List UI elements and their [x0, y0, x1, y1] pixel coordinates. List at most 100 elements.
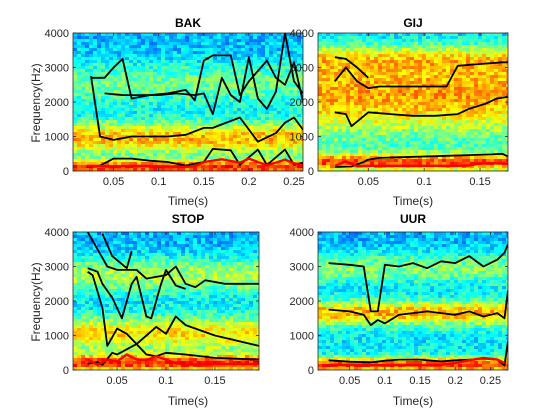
spectrogram-cell [285, 141, 290, 145]
spectrogram-cell [229, 153, 234, 157]
spectrogram-cell [201, 54, 206, 58]
spectrogram-cell [133, 168, 138, 171]
spectrogram-cell [97, 39, 102, 43]
spectrogram-cell [410, 147, 415, 151]
spectrogram-cell [149, 90, 154, 94]
spectrogram-cell [293, 90, 298, 94]
spectrogram-cell [229, 36, 234, 40]
spectrogram-cell [233, 42, 238, 46]
spectrogram-cell [454, 81, 459, 85]
spectrogram-cell [173, 138, 178, 142]
spectrogram-cell [498, 138, 503, 142]
spectrogram-cell [470, 81, 475, 85]
spectrogram-cell [117, 111, 122, 115]
spectrogram-cell [117, 45, 122, 49]
spectrogram-cell [205, 150, 210, 154]
spectrogram-cell [109, 57, 114, 61]
spectrogram-cell [73, 39, 78, 43]
spectrogram-cell [81, 66, 86, 70]
spectrogram-cell [458, 123, 463, 127]
spectrogram-cell [121, 75, 126, 79]
spectrogram-cell [269, 51, 274, 55]
spectrogram-cell [257, 36, 262, 40]
spectrogram-cell [253, 129, 258, 133]
spectrogram-cell [438, 135, 443, 139]
spectrogram-cell [245, 108, 250, 112]
spectrogram-cell [113, 66, 118, 70]
spectrogram-cell [318, 75, 323, 79]
spectrogram-cell [474, 117, 479, 121]
spectrogram-cell [93, 141, 98, 145]
spectrogram-cell [205, 45, 210, 49]
spectrogram-cell [418, 54, 423, 58]
spectrogram-cell [342, 78, 347, 82]
spectrogram-cell [253, 63, 258, 67]
spectrogram-cell [442, 132, 447, 136]
spectrogram-cell [289, 138, 294, 142]
spectrogram-cell [133, 84, 138, 88]
spectrogram-cell [113, 48, 118, 52]
spectrogram-cell [502, 165, 507, 169]
spectrogram-cell [137, 111, 142, 115]
spectrogram-cell [241, 36, 246, 40]
spectrogram-cell [398, 45, 403, 49]
spectrogram-cell [205, 96, 210, 100]
spectrogram-cell [277, 90, 282, 94]
spectrogram-cell [502, 99, 507, 103]
spectrogram-cell [330, 108, 335, 112]
spectrogram-cell [129, 57, 134, 61]
spectrogram-cell [85, 33, 90, 37]
spectrogram-cell [362, 57, 367, 61]
spectrogram-cell [97, 123, 102, 127]
spectrogram-cell [478, 114, 483, 118]
spectrogram-cell [434, 141, 439, 145]
spectrogram-cell [386, 120, 391, 124]
spectrogram-cell [125, 126, 130, 130]
spectrogram-cell [474, 129, 479, 133]
spectrogram-cell [498, 114, 503, 118]
spectrogram-cell [281, 162, 286, 166]
spectrogram-cell [326, 117, 331, 121]
spectrogram-cell [502, 81, 507, 85]
spectrogram-cell [165, 72, 170, 76]
spectrogram-cell [189, 135, 194, 139]
spectrogram-cell [402, 90, 407, 94]
spectrogram-cell [370, 114, 375, 118]
spectrogram-cell [322, 96, 327, 100]
spectrogram-cell [201, 123, 206, 127]
spectrogram-cell [414, 138, 419, 142]
spectrogram-cell [450, 63, 455, 67]
spectrogram-cell [185, 144, 190, 148]
spectrogram-cell [113, 45, 118, 49]
spectrogram-cell [141, 96, 146, 100]
spectrogram-cell [161, 84, 166, 88]
spectrogram-cell [277, 96, 282, 100]
spectrogram-cell [181, 111, 186, 115]
spectrogram-cell [382, 135, 387, 139]
spectrogram-cell [498, 135, 503, 139]
spectrogram-cell [422, 159, 427, 163]
spectrogram-cell [93, 51, 98, 55]
spectrogram-cell [398, 36, 403, 40]
spectrogram-cell [474, 102, 479, 106]
spectrogram-cell [289, 144, 294, 148]
spectrogram-cell [398, 48, 403, 52]
spectrogram-cell [129, 105, 134, 109]
spectrogram-cell [201, 150, 206, 154]
spectrogram-cell [253, 120, 258, 124]
spectrogram-cell [233, 54, 238, 58]
spectrogram-cell [474, 126, 479, 130]
spectrogram-cell [229, 168, 234, 171]
spectrogram-cell [330, 42, 335, 46]
spectrogram-cell [458, 129, 463, 133]
spectrogram-cell [257, 75, 262, 79]
spectrogram-cell [402, 42, 407, 46]
spectrogram-cell [462, 126, 467, 130]
spectrogram-cell [486, 36, 491, 40]
spectrogram-cell [201, 69, 206, 73]
spectrogram-cell [342, 108, 347, 112]
spectrogram-cell [205, 84, 210, 88]
spectrogram-cell [374, 132, 379, 136]
spectrogram-cell [157, 111, 162, 115]
spectrogram-cell [141, 147, 146, 151]
